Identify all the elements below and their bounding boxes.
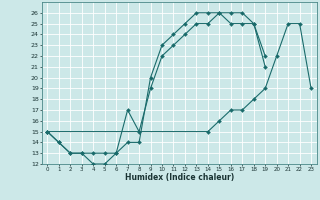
X-axis label: Humidex (Indice chaleur): Humidex (Indice chaleur) [124,173,234,182]
